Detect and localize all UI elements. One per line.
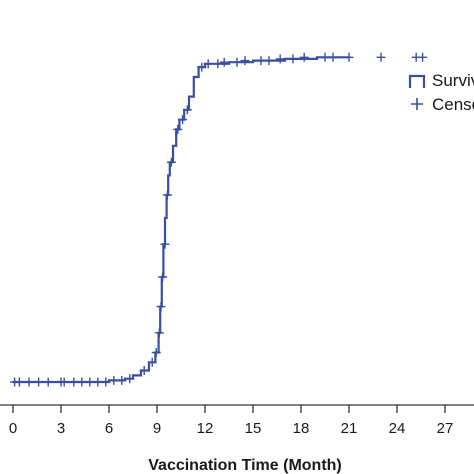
legend: Surviv Cense (408, 71, 474, 114)
survival-step-line (13, 56, 349, 384)
x-axis: 0 3 6 9 12 15 18 21 24 27 (0, 404, 474, 437)
censored-marker (43, 377, 53, 387)
censored-marker (69, 377, 79, 387)
censored-marker (240, 56, 250, 66)
censored-marker (151, 348, 161, 357)
censored-marker (232, 57, 242, 67)
censored-marker (93, 377, 103, 387)
censored-marker (14, 377, 24, 387)
x-tick-label: 3 (57, 420, 65, 437)
censored-marker (344, 52, 354, 62)
step-line-icon (408, 74, 426, 88)
censored-marker (156, 302, 166, 312)
censored-marker (182, 105, 192, 115)
censored-marker (418, 52, 428, 62)
censored-marker (328, 52, 338, 62)
censored-marker (275, 54, 285, 64)
legend-item-censored: Cense (411, 95, 474, 114)
x-tick-label: 18 (293, 420, 310, 437)
censored-marker (288, 54, 298, 64)
x-tick-label: 15 (245, 420, 262, 437)
censored-marker (162, 190, 172, 200)
censored-marker (166, 157, 176, 167)
legend-item-survival: Surviv (408, 71, 474, 90)
legend-label-censored: Cense (432, 95, 474, 114)
censored-marker (139, 366, 149, 375)
legend-label-survival: Surviv (432, 71, 474, 90)
censored-marker (160, 239, 170, 249)
plus-icon (411, 98, 423, 110)
censored-marker (59, 377, 69, 387)
censored-marker (320, 52, 330, 62)
censored-marker (197, 62, 207, 72)
censored-marker (154, 328, 164, 338)
censored-marker (117, 375, 127, 385)
x-tick-label: 27 (437, 420, 454, 437)
censored-marker (256, 56, 266, 66)
censored-marker (178, 115, 188, 125)
x-axis-title: Vaccination Time (Month) (148, 457, 342, 474)
censored-marker (147, 357, 157, 367)
censored-marker (125, 374, 135, 384)
censored-marker (213, 59, 223, 69)
censored-marker (203, 59, 213, 69)
x-tick-label: 24 (389, 420, 406, 437)
censored-marker (173, 124, 183, 134)
censored-marker (109, 375, 119, 385)
x-tick-label: 6 (105, 420, 113, 437)
censored-marker (101, 377, 111, 387)
censored-marker (85, 377, 95, 387)
x-tick-label: 12 (197, 420, 214, 437)
censored-marker (34, 377, 44, 387)
censored-marker (264, 56, 274, 66)
censored-marker (158, 272, 168, 282)
plot-area (10, 52, 428, 387)
censored-marker (219, 57, 229, 67)
x-tick-label: 9 (153, 420, 161, 437)
censored-marker (376, 52, 386, 62)
x-tick-label: 0 (9, 420, 17, 437)
x-tick-label: 21 (341, 420, 358, 437)
censored-marker (299, 52, 309, 62)
censored-marker (24, 377, 34, 387)
censored-marker (77, 377, 87, 387)
